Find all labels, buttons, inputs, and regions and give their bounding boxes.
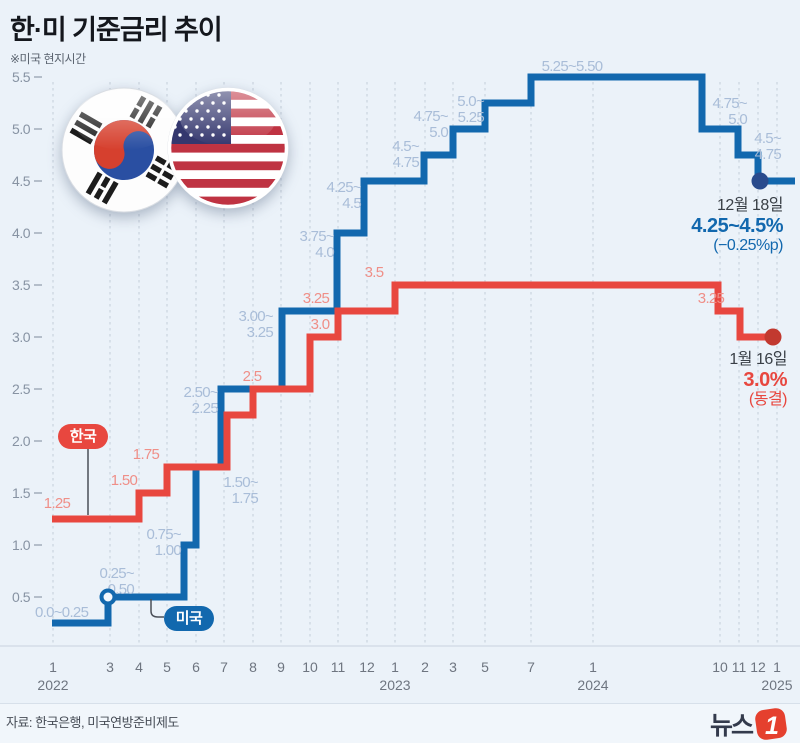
svg-text:3.25: 3.25: [303, 290, 330, 307]
svg-text:1.75: 1.75: [133, 446, 160, 463]
legend-us-badge: 미국: [164, 606, 214, 631]
gridlines: [52, 82, 778, 645]
step-chart: 0.5 1.0 1.5 2.0 2.5 3.0 3.5 4.0 4.5 5.0 5.5 1 2022 3 4…: [0, 58, 800, 693]
svg-text:10: 10: [302, 659, 318, 675]
korea-flag-icon: [61, 87, 187, 213]
korea-annotation-date: 1월 16일: [729, 351, 787, 368]
svg-text:5: 5: [481, 659, 489, 675]
svg-text:9: 9: [277, 659, 285, 675]
news1-logo: 뉴스 1: [710, 705, 790, 743]
us-badge-connector: [150, 599, 164, 618]
svg-text:12: 12: [359, 659, 375, 675]
svg-text:5.25~5.50: 5.25~5.50: [542, 58, 603, 75]
svg-text:1: 1: [773, 659, 781, 675]
us-annotation-date: 12월 18일: [717, 197, 783, 214]
svg-text:11: 11: [732, 659, 747, 675]
footer: 자료: 한국은행, 미국연방준비제도 뉴스 1: [0, 703, 800, 743]
svg-text:1.0: 1.0: [12, 537, 31, 553]
svg-text:5: 5: [163, 659, 171, 675]
us-end-dot: [751, 172, 769, 190]
svg-text:3.5: 3.5: [365, 264, 384, 281]
svg-text:1: 1: [589, 659, 597, 675]
us-rate-line: [52, 73, 795, 627]
svg-text:3.0: 3.0: [311, 316, 330, 333]
us-annotation: 12월 18일 4.25~4.5% (−0.25%p): [691, 197, 783, 255]
svg-text:5.0: 5.0: [12, 121, 31, 137]
title-note: ※미국 현지시간: [10, 52, 86, 66]
header: 한·미 기준금리 추이 ※미국 현지시간: [10, 8, 223, 67]
svg-text:4.75~5.0: 4.75~ 5.0: [414, 108, 449, 141]
us-step-marker: [99, 588, 117, 606]
korea-annotation-change: (동결): [748, 391, 788, 408]
news1-logo-one-icon: 1: [755, 708, 787, 740]
svg-text:3.00~3.25: 3.00~ 3.25: [239, 308, 274, 341]
source-note: 자료: 한국은행, 미국연방준비제도: [6, 715, 179, 730]
svg-text:3.5: 3.5: [12, 277, 31, 293]
svg-text:11: 11: [331, 659, 346, 675]
svg-text:4.75~5.0: 4.75~ 5.0: [713, 95, 748, 128]
svg-text:1: 1: [49, 659, 57, 675]
svg-text:2: 2: [421, 659, 429, 675]
svg-text:2.5: 2.5: [243, 368, 262, 385]
y-axis-ticks: 0.5 1.0 1.5 2.0 2.5 3.0 3.5 4.0 4.5 5.0 5.5: [12, 69, 42, 605]
svg-text:1.50: 1.50: [111, 472, 138, 489]
svg-text:7: 7: [220, 659, 228, 675]
svg-text:2024: 2024: [577, 677, 608, 693]
legend-korea-badge: 한국: [58, 424, 108, 449]
svg-text:7: 7: [527, 659, 535, 675]
svg-text:2.0: 2.0: [12, 433, 31, 449]
svg-text:3: 3: [449, 659, 457, 675]
svg-text:2022: 2022: [37, 677, 68, 693]
flag-icons: [58, 84, 298, 223]
svg-text:3.0: 3.0: [12, 329, 31, 345]
svg-text:0.0~0.25: 0.0~0.25: [35, 604, 89, 621]
svg-text:1.25: 1.25: [44, 495, 71, 512]
us-annotation-value: 4.25~4.5%: [691, 215, 783, 237]
svg-text:4.5~4.75: 4.5~ 4.75: [754, 130, 782, 163]
svg-text:5.5: 5.5: [12, 69, 31, 85]
svg-text:4: 4: [135, 659, 143, 675]
svg-text:10: 10: [712, 659, 728, 675]
svg-text:2.5: 2.5: [12, 381, 31, 397]
kr-rate-line: [52, 281, 774, 523]
svg-text:4.5~4.75: 4.5~ 4.75: [392, 138, 420, 171]
svg-text:8: 8: [249, 659, 257, 675]
svg-text:4.25~4.5: 4.25~ 4.5: [327, 179, 362, 212]
svg-text:2.50~2.25: 2.50~ 2.25: [184, 384, 219, 417]
svg-text:1.5: 1.5: [12, 485, 31, 501]
svg-text:2023: 2023: [379, 677, 410, 693]
svg-text:4.5: 4.5: [12, 173, 31, 189]
svg-text:3: 3: [106, 659, 114, 675]
svg-text:12: 12: [750, 659, 766, 675]
kr-value-labels: 1.25 1.50 1.75 2.5 3.0 3.25 3.5 3.25: [44, 264, 725, 512]
kr-end-dot: [764, 328, 782, 346]
korea-annotation-value: 3.0%: [743, 369, 787, 391]
svg-text:3.75~4.0: 3.75~ 4.0: [300, 228, 335, 261]
svg-text:6: 6: [192, 659, 200, 675]
svg-text:2025: 2025: [761, 677, 792, 693]
us-annotation-change: (−0.25%p): [713, 237, 783, 254]
svg-text:5.0~5.25: 5.0~ 5.25: [457, 93, 485, 126]
korea-annotation: 1월 16일 3.0% (동결): [729, 351, 787, 409]
svg-text:4.0: 4.0: [12, 225, 31, 241]
svg-text:1.50~1.75: 1.50~ 1.75: [224, 474, 259, 507]
svg-text:0.75~1.00: 0.75~ 1.00: [147, 526, 182, 559]
news1-logo-one: 1: [765, 712, 779, 740]
us-value-labels: 0.0~0.250.25~ 0.500.75~ 1.001.50~ 1.752.50~…: [35, 58, 783, 621]
svg-text:1: 1: [391, 659, 399, 675]
us-flag-icon: [167, 87, 289, 209]
page-title: 한·미 기준금리 추이: [10, 15, 223, 45]
news1-logo-text: 뉴스: [709, 712, 754, 740]
svg-text:3.25: 3.25: [698, 290, 725, 307]
svg-text:0.5: 0.5: [12, 589, 31, 605]
